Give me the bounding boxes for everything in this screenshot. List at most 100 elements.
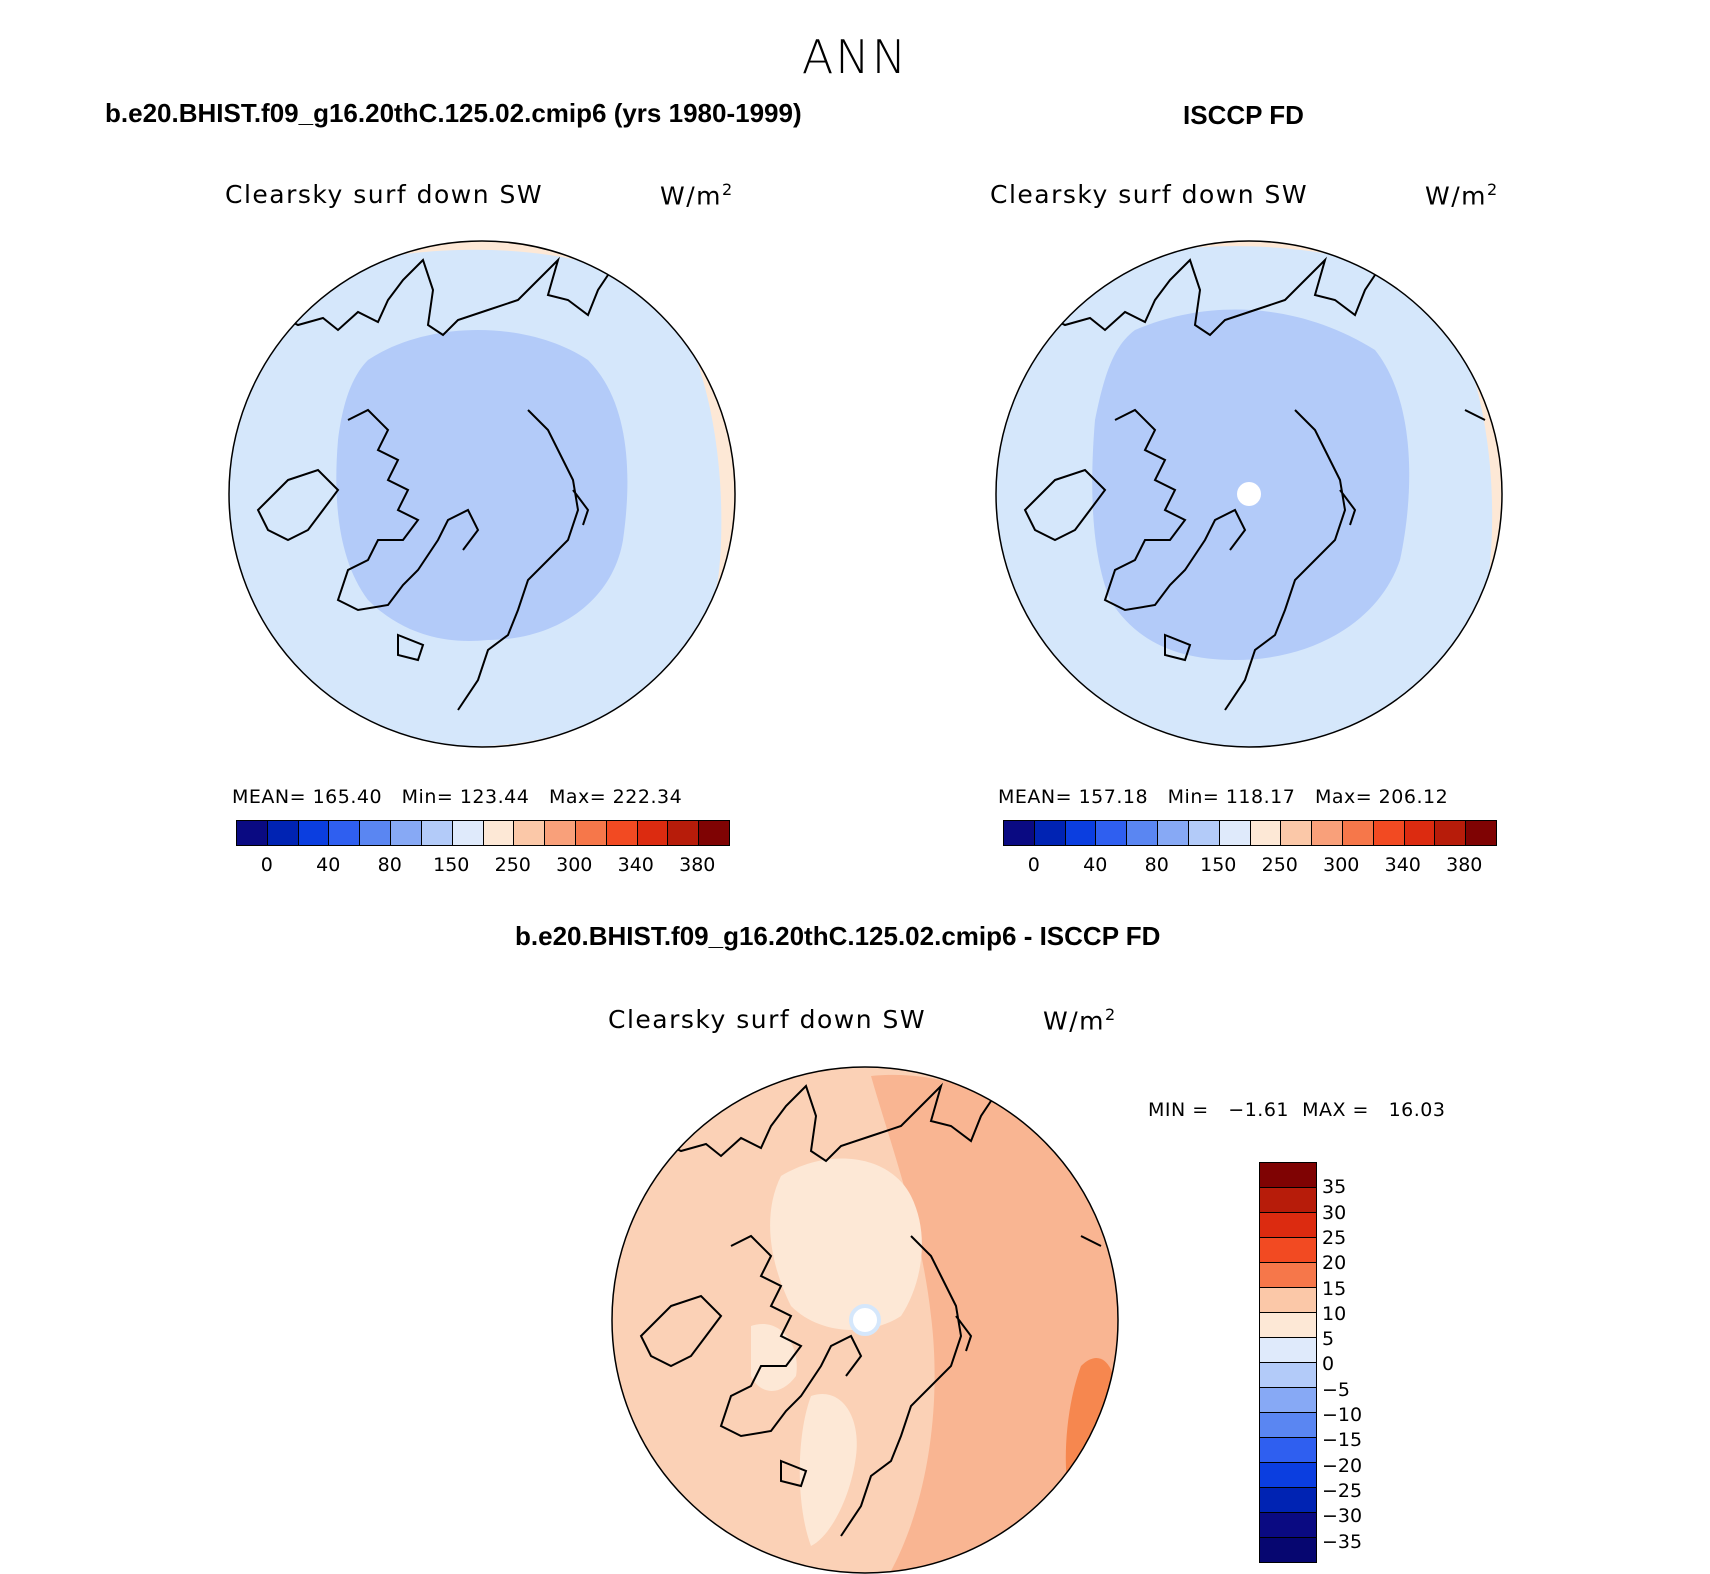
- colorbar-tick-label: 150: [433, 854, 470, 876]
- colorbar-swatch: [1260, 1238, 1316, 1263]
- colorbar-swatch: [1260, 1488, 1316, 1513]
- colorbar-tick-label: 300: [556, 854, 593, 876]
- colorbar-swatch: [1260, 1538, 1316, 1562]
- colorbar-tick-label: 40: [316, 854, 341, 876]
- colorbar-swatch: [1260, 1338, 1316, 1363]
- colorbar-tick-label: 35: [1322, 1176, 1347, 1199]
- colorbar-swatch: [545, 821, 576, 845]
- panel1-case-title: b.e20.BHIST.f09_g16.20thC.125.02.cmip6 (…: [105, 98, 802, 128]
- colorbar-swatch: [1342, 821, 1374, 845]
- colorbar-tick-label: 20: [1322, 1252, 1347, 1275]
- colorbar-swatch: [1404, 821, 1436, 845]
- panel3-coastline: [639, 1082, 1102, 1537]
- colorbar-swatch: [1096, 821, 1128, 845]
- colorbar-tick-label: 0: [1322, 1353, 1335, 1376]
- colorbar-swatch: [1260, 1213, 1316, 1238]
- colorbar-tick-label: 80: [1144, 854, 1169, 876]
- panel2-polar-map: [995, 240, 1503, 748]
- colorbar-tick-label: 250: [494, 854, 531, 876]
- panel2-units-label: W/m2: [1425, 180, 1499, 211]
- colorbar-swatch: [1466, 821, 1496, 845]
- colorbar-swatch: [360, 821, 392, 845]
- colorbar-tick-label: 30: [1322, 1201, 1347, 1224]
- colorbar-swatch: [1260, 1513, 1316, 1538]
- colorbar-swatch: [1260, 1438, 1316, 1463]
- colorbar-swatch: [237, 821, 268, 845]
- panel3-polar-hole: [849, 1304, 881, 1336]
- colorbar-swatch: [699, 821, 729, 845]
- panel3-colorbar: [1259, 1162, 1317, 1563]
- panel2-stats: MEAN= 157.18 Min= 118.17 Max= 206.12: [998, 786, 1449, 808]
- colorbar-swatch: [1260, 1413, 1316, 1438]
- colorbar-swatch: [668, 821, 700, 845]
- panel1-stats: MEAN= 165.40 Min= 123.44 Max= 222.34: [232, 786, 683, 808]
- colorbar-swatch: [1250, 821, 1282, 845]
- colorbar-swatch: [1260, 1363, 1316, 1388]
- panel1-variable-label: Clearsky surf down SW: [225, 180, 544, 209]
- colorbar-tick-label: −30: [1322, 1505, 1363, 1528]
- colorbar-tick-label: −10: [1322, 1404, 1363, 1426]
- colorbar-swatch: [1260, 1188, 1316, 1213]
- colorbar-swatch: [391, 821, 422, 845]
- colorbar-tick-label: 80: [377, 854, 402, 876]
- panel1-units-label: W/m2: [660, 180, 734, 211]
- panel3-pale-south: [799, 1394, 857, 1546]
- colorbar-swatch: [421, 821, 453, 845]
- colorbar-swatch: [514, 821, 546, 845]
- colorbar-swatch: [298, 821, 330, 845]
- panel3-pale-center: [770, 1158, 922, 1330]
- colorbar-tick-label: −35: [1322, 1530, 1363, 1553]
- panel2-polar-hole: [1237, 482, 1261, 506]
- panel1-coastline: [256, 256, 609, 711]
- panel3-difference-map: [611, 1066, 1119, 1574]
- panel3-units-label: W/m2: [1043, 1005, 1117, 1036]
- panel3-east-field: [871, 1074, 1118, 1572]
- panel3-pale-west: [751, 1324, 797, 1391]
- colorbar-tick-label: 300: [1323, 854, 1360, 876]
- colorbar-swatch: [1312, 821, 1343, 845]
- colorbar-swatch: [483, 821, 515, 845]
- colorbar-tick-label: −15: [1322, 1429, 1363, 1452]
- colorbar-swatch: [1188, 821, 1220, 845]
- colorbar-tick-label: 25: [1322, 1226, 1347, 1249]
- colorbar-swatch: [1127, 821, 1159, 845]
- colorbar-tick-label: 0: [260, 854, 273, 876]
- panel1-inner-field: [336, 330, 628, 641]
- panel2-case-title: ISCCP FD: [1183, 100, 1304, 130]
- colorbar-swatch: [575, 821, 607, 845]
- colorbar-tick-label: 40: [1083, 854, 1108, 876]
- colorbar-swatch: [1435, 821, 1467, 845]
- colorbar-swatch: [1034, 821, 1066, 845]
- colorbar-swatch: [1260, 1263, 1316, 1288]
- colorbar-tick-label: −20: [1322, 1454, 1363, 1477]
- main-title: ANN: [801, 30, 909, 84]
- colorbar-tick-label: −5: [1322, 1378, 1351, 1401]
- colorbar-tick-label: 340: [1384, 854, 1421, 876]
- colorbar-tick-label: 0: [1027, 854, 1040, 876]
- colorbar-tick-label: −25: [1322, 1479, 1363, 1502]
- colorbar-swatch: [1373, 821, 1405, 845]
- colorbar-swatch: [1260, 1463, 1316, 1488]
- colorbar-swatch: [1219, 821, 1251, 845]
- panel1-polar-map: [228, 240, 736, 748]
- colorbar-swatch: [1260, 1163, 1316, 1188]
- colorbar-swatch: [452, 821, 484, 845]
- panel1-colorbar: [236, 820, 730, 846]
- colorbar-swatch: [1281, 821, 1313, 845]
- colorbar-swatch: [267, 821, 299, 845]
- colorbar-tick-label: 250: [1261, 854, 1298, 876]
- colorbar-tick-label: 5: [1322, 1328, 1335, 1351]
- colorbar-swatch: [606, 821, 638, 845]
- colorbar-swatch: [1004, 821, 1035, 845]
- colorbar-tick-label: 10: [1322, 1302, 1347, 1325]
- colorbar-tick-label: 15: [1322, 1277, 1347, 1300]
- panel3-variable-label: Clearsky surf down SW: [608, 1005, 927, 1034]
- colorbar-swatch: [1260, 1388, 1316, 1413]
- colorbar-tick-label: 380: [679, 854, 716, 876]
- colorbar-swatch: [1260, 1288, 1316, 1313]
- colorbar-swatch: [1158, 821, 1189, 845]
- colorbar-tick-label: 150: [1200, 854, 1237, 876]
- colorbar-swatch: [1260, 1313, 1316, 1338]
- colorbar-tick-label: 380: [1446, 854, 1483, 876]
- colorbar-swatch: [1065, 821, 1097, 845]
